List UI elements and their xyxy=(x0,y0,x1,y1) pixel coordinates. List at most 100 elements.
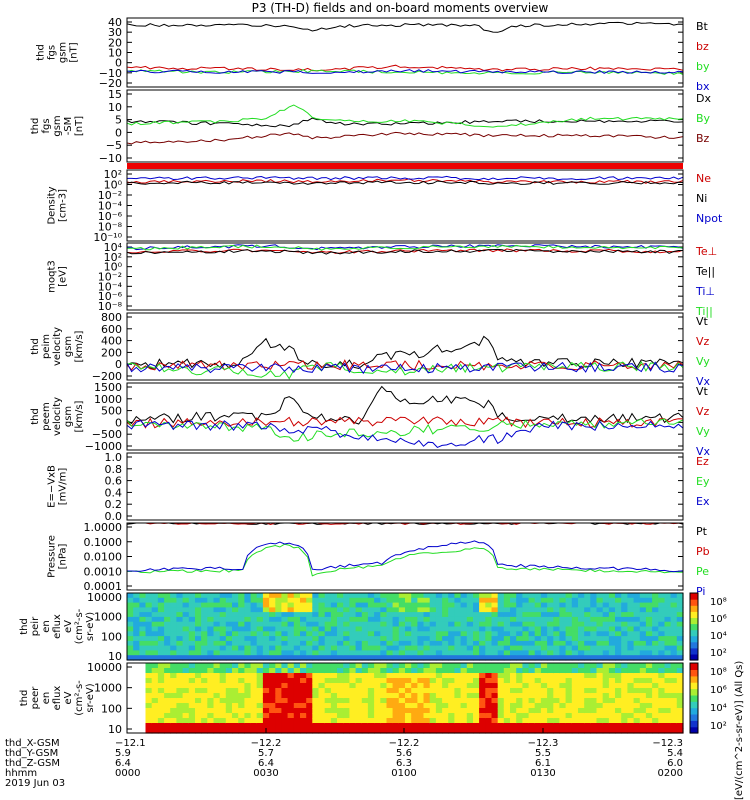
spectrogram-cell xyxy=(380,597,388,604)
spectrogram-cell xyxy=(448,640,455,647)
spectrogram-cell xyxy=(244,593,252,599)
spectrogram-cell xyxy=(127,636,134,642)
spectrogram-cell xyxy=(510,612,517,618)
spectrogram-cell xyxy=(411,607,418,613)
spectrogram-cell xyxy=(658,612,666,618)
spectrogram-cell xyxy=(151,693,159,699)
spectrogram-cell xyxy=(466,688,474,694)
series-line-Te|| xyxy=(126,248,683,255)
spectrogram-cell xyxy=(596,678,604,684)
spectrogram-cell xyxy=(195,713,202,719)
spectrogram-cell xyxy=(460,597,468,604)
spectrogram-cell xyxy=(405,636,412,642)
spectrogram-cell xyxy=(528,593,536,599)
spectrogram-cell xyxy=(398,626,406,632)
spectrogram-cell xyxy=(652,655,659,661)
spectrogram-cell xyxy=(664,703,672,709)
spectrogram-cell xyxy=(596,683,604,689)
spectrogram-cell xyxy=(269,728,276,734)
spectrogram-cell xyxy=(547,683,554,689)
spectrogram-cell xyxy=(349,703,357,709)
spectrogram-cell xyxy=(578,723,585,729)
spectrogram-cell xyxy=(473,621,480,628)
panel-1-tick-label: −20 xyxy=(99,77,122,90)
spectrogram-cell xyxy=(596,718,604,724)
spectrogram-cell xyxy=(460,698,468,704)
spectrogram-cell xyxy=(170,631,177,637)
spectrogram-cell xyxy=(590,708,598,714)
spectrogram-cell xyxy=(164,663,171,669)
spectrogram-cell xyxy=(466,607,474,613)
spectrogram-cell xyxy=(386,636,394,642)
spectrogram-cell xyxy=(423,713,431,719)
spectrogram-cell xyxy=(182,678,190,684)
spectrogram-cell xyxy=(337,683,344,689)
spectrogram-cell xyxy=(448,626,455,632)
spectrogram-cell xyxy=(528,636,536,642)
spectrogram-cell xyxy=(639,698,647,704)
spectrogram-cell xyxy=(367,640,375,647)
spectrogram-cell xyxy=(497,631,505,637)
spectrogram-cell xyxy=(262,607,270,613)
spectrogram-cell xyxy=(627,683,635,689)
spectrogram-cell xyxy=(262,650,270,656)
spectrogram-cell xyxy=(676,693,684,699)
spectrogram-cell xyxy=(584,688,591,694)
spectrogram-cell xyxy=(201,597,208,604)
spectrogram-cell xyxy=(522,693,530,699)
spectrogram-cell xyxy=(232,597,239,604)
spectrogram-cell xyxy=(262,708,270,714)
ylabel-line: [mV/m] xyxy=(58,468,69,506)
spectrogram-cell xyxy=(213,708,221,714)
spectrogram-cell xyxy=(658,683,666,689)
spectrogram-cell xyxy=(157,668,165,674)
spectrogram-cell xyxy=(528,708,536,714)
spectrogram-cell xyxy=(367,678,375,684)
spectrogram-cell xyxy=(405,713,412,719)
panel-5-tick-label: 400 xyxy=(101,335,122,348)
panel-1-tick-label: 30 xyxy=(108,26,122,39)
spectrogram-cell xyxy=(528,698,536,704)
panel-4-tick-label: 10⁻² xyxy=(98,271,122,284)
spectrogram-cell xyxy=(207,663,215,669)
spectrogram-cell xyxy=(676,713,684,719)
spectrogram-cell xyxy=(262,597,270,604)
spectrogram-cell xyxy=(188,723,196,729)
spectrogram-cell xyxy=(522,683,530,689)
series-line-Vx xyxy=(126,361,684,375)
panel-4-tick-label: 10² xyxy=(104,251,122,264)
spectrogram-cell xyxy=(435,673,443,679)
spectrogram-cell xyxy=(262,636,270,642)
spectrogram-cell xyxy=(300,621,307,628)
spectrogram-cell xyxy=(497,650,505,656)
spectrogram-cell xyxy=(534,698,542,704)
spectrogram-cell xyxy=(201,728,208,734)
spectrogram-cell xyxy=(608,612,616,618)
spectrogram-cell xyxy=(658,607,666,613)
spectrogram-cell xyxy=(386,607,394,613)
spectrogram-cell xyxy=(374,668,381,674)
spectrogram-cell xyxy=(411,713,418,719)
spectrogram-cell xyxy=(676,631,684,637)
spectrogram-cell xyxy=(652,636,659,642)
spectrogram-cell xyxy=(139,616,147,623)
spectrogram-cell xyxy=(170,693,177,699)
spectrogram-cell xyxy=(337,698,344,704)
spectrogram-cell xyxy=(460,693,468,699)
spectrogram-cell xyxy=(584,663,591,669)
spectrogram-cell xyxy=(392,640,400,647)
spectrogram-cell xyxy=(503,708,511,714)
panel-10-tick-label: 10 xyxy=(108,723,122,736)
spectrogram-cell xyxy=(392,723,400,729)
spectrogram-cell xyxy=(633,723,641,729)
spectrogram-cell xyxy=(411,723,418,729)
spectrogram-cell xyxy=(293,612,301,618)
spectrogram-cell xyxy=(639,607,647,613)
spectrogram-cell xyxy=(448,607,455,613)
spectrogram-cell xyxy=(454,616,462,623)
spectrogram-cell xyxy=(262,616,270,623)
ylabel-line: eflux xyxy=(52,686,63,711)
spectrogram-cell xyxy=(664,718,672,724)
spectrogram-cell xyxy=(516,597,523,604)
spectrogram-cell xyxy=(188,683,196,689)
